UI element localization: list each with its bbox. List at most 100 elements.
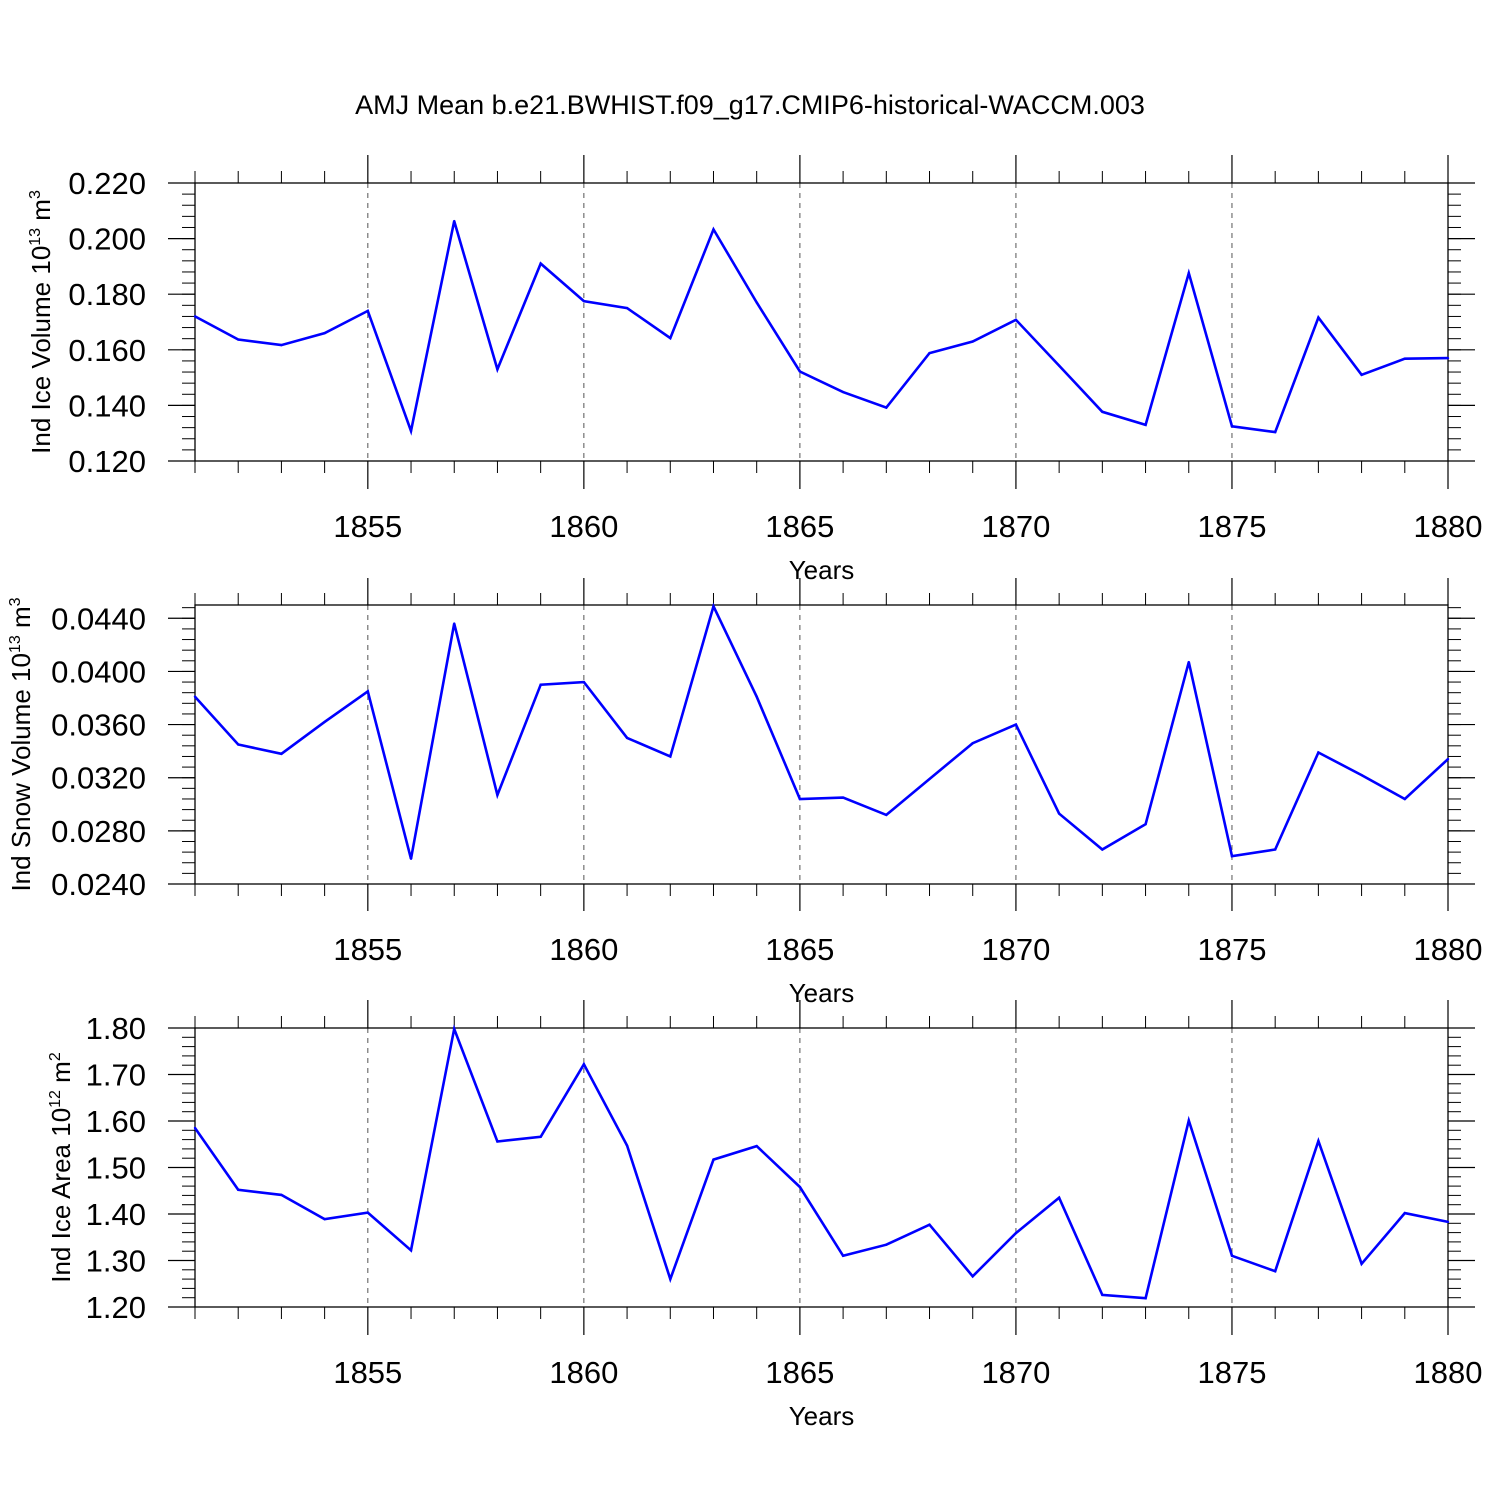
data-point bbox=[885, 813, 888, 817]
y-tick-label: 1.70 bbox=[86, 1058, 146, 1093]
data-point bbox=[453, 219, 456, 223]
y-tick-label: 0.120 bbox=[68, 444, 146, 479]
data-point bbox=[237, 743, 240, 746]
y-tick-label: 0.180 bbox=[68, 277, 146, 312]
data-point bbox=[1230, 425, 1234, 428]
data-point bbox=[841, 390, 845, 394]
data-point bbox=[1014, 723, 1018, 726]
data-point bbox=[539, 683, 542, 686]
data-point bbox=[539, 262, 542, 265]
data-point bbox=[1057, 812, 1061, 815]
data-point bbox=[1014, 1231, 1018, 1235]
y-axis-label: Ind Ice Volume 1013 m3 bbox=[26, 190, 56, 454]
data-point bbox=[280, 752, 283, 755]
y-tick-label: 1.20 bbox=[86, 1290, 146, 1325]
y-tick-label: 0.220 bbox=[68, 166, 146, 201]
plot-frame bbox=[194, 1027, 1449, 1308]
data-point bbox=[885, 1243, 888, 1246]
data-point bbox=[1317, 1139, 1320, 1143]
y-tick-label: 1.40 bbox=[86, 1197, 146, 1232]
figure-title: AMJ Mean b.e21.BWHIST.f09_g17.CMIP6-hist… bbox=[355, 90, 1145, 120]
data-point bbox=[193, 1126, 197, 1130]
x-tick-label: 1875 bbox=[1197, 1355, 1266, 1390]
data-point bbox=[1273, 430, 1277, 434]
data-point bbox=[1187, 1119, 1190, 1122]
data-point bbox=[841, 796, 845, 799]
data-point bbox=[1187, 660, 1190, 664]
x-tick-label: 1870 bbox=[981, 932, 1050, 967]
data-point bbox=[928, 351, 931, 355]
data-point bbox=[582, 299, 586, 303]
data-point bbox=[1101, 848, 1104, 851]
data-point bbox=[193, 695, 197, 698]
data-point bbox=[453, 1027, 456, 1031]
data-point bbox=[323, 1217, 326, 1221]
data-point bbox=[1403, 357, 1406, 360]
y-tick-label: 1.60 bbox=[86, 1104, 146, 1139]
data-point bbox=[669, 1277, 672, 1281]
data-point bbox=[625, 306, 629, 310]
data-point bbox=[496, 368, 499, 371]
data-series-line bbox=[194, 220, 1449, 436]
data-point bbox=[1273, 1269, 1277, 1273]
y-axis-label: Ind Ice Area 1012 m2 bbox=[46, 1052, 76, 1283]
data-point bbox=[280, 343, 283, 347]
data-point bbox=[193, 315, 197, 318]
data-point bbox=[928, 1223, 931, 1226]
x-tick-label: 1865 bbox=[765, 1355, 834, 1390]
y-tick-label: 0.0240 bbox=[51, 867, 146, 902]
data-point bbox=[1144, 423, 1147, 427]
y-tick-label: 0.140 bbox=[68, 388, 146, 423]
data-point bbox=[1144, 823, 1147, 826]
data-point bbox=[1403, 797, 1406, 801]
data-point bbox=[971, 340, 974, 343]
data-point bbox=[625, 1144, 629, 1147]
chart-panel-3: 1.20 1.30 1.40 1.50 1.60 1.70 1.80 1855 1860 1865… bbox=[46, 1000, 1482, 1431]
data-point bbox=[1446, 757, 1450, 761]
y-tick-label: 0.0360 bbox=[51, 708, 146, 743]
x-axis-label: Years bbox=[789, 1401, 855, 1431]
x-tick-label: 1880 bbox=[1414, 509, 1483, 544]
y-tick-label: 0.0280 bbox=[51, 814, 146, 849]
data-point bbox=[885, 406, 888, 409]
y-tick-label: 1.80 bbox=[86, 1011, 146, 1046]
data-point bbox=[1317, 751, 1320, 754]
data-point bbox=[712, 1158, 715, 1161]
chart-panel-2: 0.0240 0.0280 0.0320 0.0360 0.0400 0.0440 1855… bbox=[6, 578, 1482, 1008]
y-tick-label: 0.0400 bbox=[51, 654, 146, 689]
x-tick-label: 1860 bbox=[549, 509, 618, 544]
data-point bbox=[712, 605, 715, 608]
x-tick-label: 1855 bbox=[333, 1355, 402, 1390]
y-tick-label: 0.200 bbox=[68, 222, 146, 257]
data-point bbox=[366, 309, 370, 313]
data-point bbox=[798, 1185, 802, 1189]
data-point bbox=[1446, 356, 1450, 360]
data-point bbox=[1273, 848, 1277, 851]
data-point bbox=[1144, 1296, 1147, 1300]
x-axis-label: Years bbox=[789, 555, 855, 585]
data-point bbox=[1187, 271, 1190, 275]
data-point bbox=[1360, 773, 1363, 777]
y-tick-label: 1.30 bbox=[86, 1244, 146, 1279]
data-point bbox=[1101, 410, 1104, 413]
y-axis-label: Ind Snow Volume 1013 m3 bbox=[6, 597, 36, 891]
x-tick-label: 1855 bbox=[333, 509, 402, 544]
data-point bbox=[841, 1254, 845, 1258]
data-point bbox=[1317, 316, 1320, 319]
data-point bbox=[1360, 373, 1363, 377]
data-point bbox=[453, 622, 456, 625]
data-point bbox=[971, 741, 974, 745]
data-point bbox=[1230, 1254, 1234, 1258]
data-point bbox=[669, 336, 672, 340]
data-point bbox=[323, 720, 326, 724]
x-tick-label: 1865 bbox=[765, 509, 834, 544]
data-point bbox=[712, 228, 715, 231]
data-point bbox=[755, 695, 758, 698]
data-point bbox=[366, 690, 370, 693]
data-point bbox=[1360, 1262, 1363, 1265]
data-series-line bbox=[194, 602, 1449, 860]
x-tick-label: 1880 bbox=[1414, 932, 1483, 967]
data-point bbox=[496, 1140, 499, 1143]
y-tick-label: 1.50 bbox=[86, 1151, 146, 1186]
